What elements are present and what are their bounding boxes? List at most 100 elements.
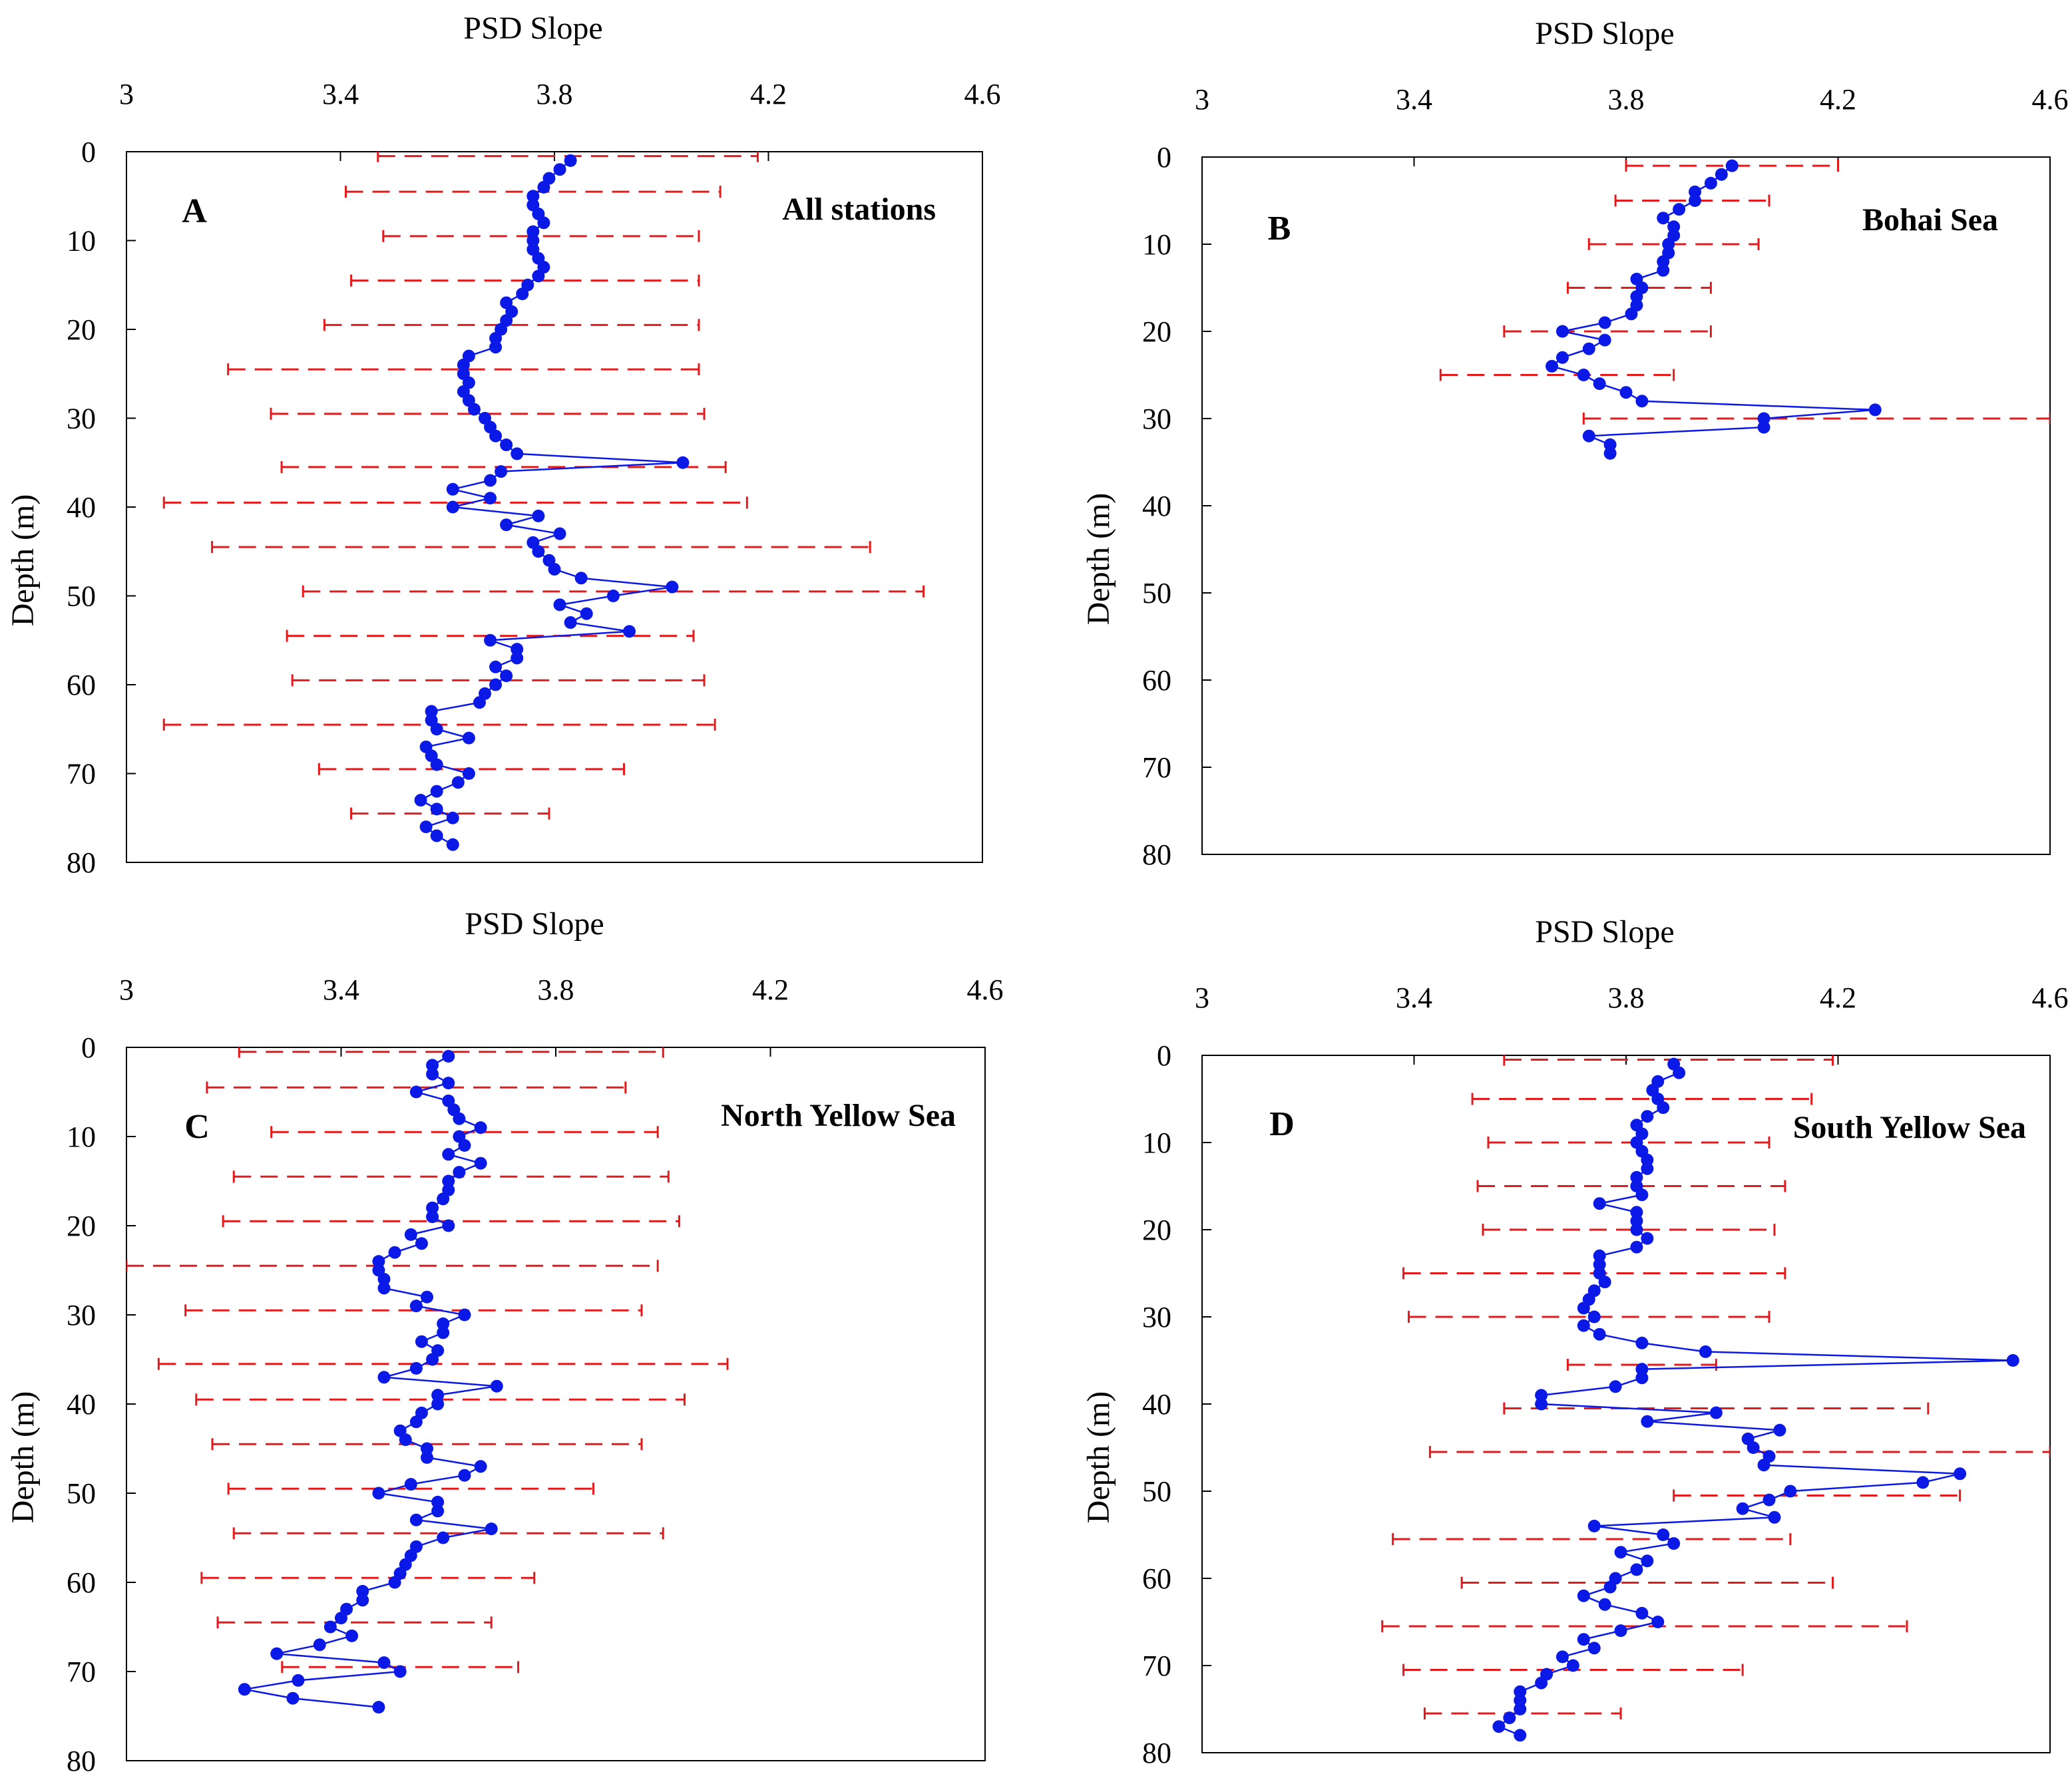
profile-point (270, 1647, 284, 1660)
x-tick-label: 3.4 (322, 78, 359, 110)
profile-point (489, 429, 503, 443)
error-bar (1460, 1576, 1834, 1589)
y-tick-label: 60 (67, 1566, 96, 1599)
profile-point (356, 1594, 369, 1607)
profile-point (564, 616, 577, 629)
y-tick-label: 50 (67, 580, 96, 613)
profile-point (404, 1228, 417, 1241)
y-tick-label: 70 (1142, 1650, 1171, 1682)
profile-point (1593, 1249, 1606, 1262)
profile-point (399, 1433, 412, 1447)
profile-point (442, 1174, 455, 1188)
profile-point (1699, 1345, 1712, 1358)
error-bar (1476, 1180, 1786, 1192)
profile-point (495, 465, 508, 478)
y-tick-label: 80 (67, 1745, 96, 1774)
profile-point (2006, 1354, 2019, 1367)
profile-point (537, 216, 550, 230)
profile-point (1598, 1276, 1611, 1289)
y-tick-label: 0 (81, 136, 96, 168)
x-tick-label: 4.6 (964, 78, 1001, 110)
error-bar (1566, 1359, 1717, 1371)
x-tick-label: 3.4 (1396, 981, 1432, 1014)
y-tick-label: 80 (1142, 838, 1171, 871)
y-tick-label: 0 (1157, 141, 1171, 174)
profile-point (1587, 1310, 1601, 1324)
profile-point (409, 1513, 423, 1526)
profile-point (553, 598, 566, 612)
profile-point (430, 829, 443, 842)
y-tick-label: 80 (67, 846, 96, 879)
profile-point (1689, 185, 1702, 198)
y-tick-label: 0 (81, 1031, 96, 1064)
profile-point (1635, 1336, 1649, 1349)
profile-point (511, 643, 524, 656)
profile-point (458, 1139, 471, 1152)
profile-point (606, 590, 620, 602)
profile-point (1709, 1406, 1723, 1419)
profile-point (415, 1335, 428, 1348)
profile-point (489, 678, 503, 691)
profile-point (676, 456, 690, 469)
profile-point (580, 607, 593, 620)
profile-point (451, 776, 465, 789)
profile-point (484, 474, 497, 487)
profile-point (623, 625, 636, 638)
profile-point (1657, 1528, 1670, 1541)
error-bar (126, 1260, 659, 1272)
profile-point (1577, 1302, 1590, 1315)
profile-point (1630, 1214, 1643, 1228)
profile-point (437, 1192, 450, 1206)
profile-point (1514, 1693, 1527, 1707)
profile-point (1603, 446, 1617, 460)
profile-point (1555, 1650, 1569, 1664)
panel-title: All stations (782, 192, 936, 227)
profile-point (335, 1612, 347, 1625)
profile-point (1503, 1711, 1516, 1725)
profile-point (425, 705, 438, 718)
profile-point (1635, 1606, 1649, 1620)
profile-point (474, 1156, 487, 1170)
profile-point (1614, 1624, 1627, 1638)
profile-point (1514, 1685, 1527, 1698)
y-tick-label: 50 (1142, 1475, 1171, 1508)
profile-point (526, 234, 540, 247)
profile-point (1630, 1223, 1643, 1236)
y-tick-label: 0 (1157, 1039, 1171, 1072)
error-bar (317, 763, 625, 775)
profile-point (1715, 168, 1728, 181)
error-bar (227, 1483, 594, 1495)
y-tick-label: 20 (67, 1210, 96, 1242)
plot-area (126, 1047, 986, 1761)
x-axis-title: PSD Slope (1535, 16, 1674, 51)
profile-point (564, 154, 577, 167)
profile-point (1630, 290, 1643, 303)
profile-point (431, 1397, 445, 1411)
y-tick-label: 70 (67, 758, 96, 791)
profile-point (431, 1495, 445, 1508)
y-tick-label: 30 (1142, 403, 1171, 435)
error-bar (270, 1126, 659, 1139)
profile-point (1535, 1389, 1548, 1402)
profile-point (1757, 421, 1770, 434)
profile-point (532, 509, 545, 522)
profile-point (431, 1505, 445, 1518)
y-tick-label: 60 (67, 669, 96, 701)
profile-point (474, 1121, 487, 1135)
profile-point (458, 1469, 471, 1482)
x-tick-label: 4.6 (2032, 83, 2069, 116)
panel-a: 3 3.4 3.8 4.2 4.6 0 10 20 30 40 50 60 70 80 PSD Slope D… (5, 11, 1001, 879)
y-tick-label: 50 (1142, 577, 1171, 610)
error-bar (1503, 1402, 1930, 1415)
profile-point (1587, 1642, 1601, 1655)
profile-point (430, 802, 443, 816)
x-tick-label: 3.8 (1608, 981, 1645, 1014)
profile-point (1598, 316, 1611, 329)
profile-point (313, 1638, 326, 1652)
profile-point (345, 1629, 359, 1642)
y-axis-title: Depth (m) (1081, 493, 1116, 625)
profile-point (372, 1701, 385, 1714)
profile-point (1577, 1319, 1590, 1332)
error-bar (1503, 1055, 1834, 1066)
profile-point (516, 287, 529, 301)
